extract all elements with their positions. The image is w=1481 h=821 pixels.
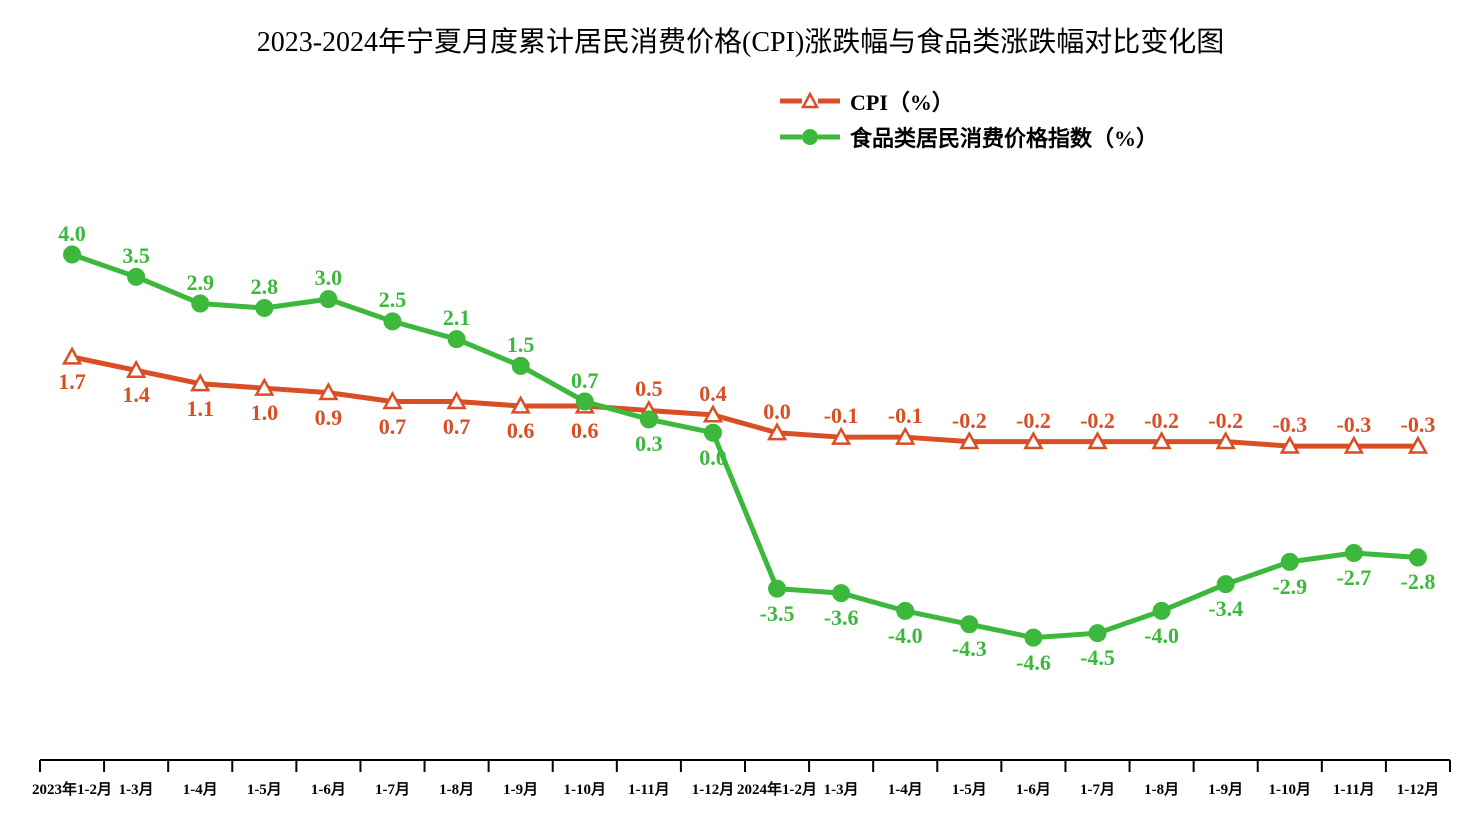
x-axis-label: 1-10月 bbox=[1269, 778, 1312, 799]
x-axis-label: 1-8月 bbox=[439, 778, 474, 799]
data-label: -4.5 bbox=[1080, 645, 1115, 671]
x-axis-label: 1-7月 bbox=[375, 778, 410, 799]
data-label: 0.7 bbox=[379, 414, 407, 440]
data-label: 2.1 bbox=[443, 305, 471, 331]
x-axis-label: 1-5月 bbox=[952, 778, 987, 799]
data-label: 1.7 bbox=[58, 369, 86, 395]
data-label: 3.5 bbox=[122, 243, 150, 269]
data-label: 2.9 bbox=[186, 270, 214, 296]
data-label: -2.9 bbox=[1272, 574, 1307, 600]
data-label: -2.8 bbox=[1401, 569, 1436, 595]
x-axis-label: 1-5月 bbox=[247, 778, 282, 799]
x-axis-label: 2024年1-2月 bbox=[737, 778, 817, 799]
data-label: -0.2 bbox=[1080, 408, 1115, 434]
data-label: 4.0 bbox=[58, 221, 86, 247]
x-axis-label: 1-10月 bbox=[564, 778, 607, 799]
data-label: -0.3 bbox=[1401, 412, 1436, 438]
data-label: -0.1 bbox=[888, 403, 923, 429]
x-axis-label: 1-11月 bbox=[628, 778, 670, 799]
data-label: 1.0 bbox=[251, 400, 279, 426]
data-label: -0.2 bbox=[1144, 408, 1179, 434]
data-label: -3.5 bbox=[760, 601, 795, 627]
data-label: 2.8 bbox=[251, 274, 279, 300]
data-label: 1.4 bbox=[122, 382, 150, 408]
data-label: -4.6 bbox=[1016, 650, 1051, 676]
data-label: -4.0 bbox=[888, 623, 923, 649]
x-axis-label: 1-4月 bbox=[183, 778, 218, 799]
x-axis-label: 1-9月 bbox=[503, 778, 538, 799]
data-label: 0.9 bbox=[315, 405, 343, 431]
data-label: 0.7 bbox=[443, 414, 471, 440]
x-axis-label: 1-4月 bbox=[888, 778, 923, 799]
data-label: 0.3 bbox=[635, 431, 663, 457]
data-label: 0.4 bbox=[699, 381, 727, 407]
data-label: 1.1 bbox=[186, 396, 214, 422]
data-label: -0.3 bbox=[1336, 412, 1371, 438]
x-axis-label: 1-7月 bbox=[1080, 778, 1115, 799]
data-label: 1.5 bbox=[507, 332, 535, 358]
chart-canvas bbox=[0, 0, 1481, 821]
x-axis-label: 1-3月 bbox=[119, 778, 154, 799]
data-label: -4.3 bbox=[952, 636, 987, 662]
x-axis-label: 1-9月 bbox=[1208, 778, 1243, 799]
data-label: -2.7 bbox=[1336, 565, 1371, 591]
x-axis-label: 1-12月 bbox=[1397, 778, 1440, 799]
x-axis-label: 1-12月 bbox=[692, 778, 735, 799]
data-label: 0.7 bbox=[571, 368, 599, 394]
data-label: 0.6 bbox=[571, 418, 599, 444]
data-label: 0.0 bbox=[763, 399, 791, 425]
data-label: 0.0 bbox=[699, 445, 727, 471]
data-label: -4.0 bbox=[1144, 623, 1179, 649]
data-label: 0.6 bbox=[507, 418, 535, 444]
data-label: -0.2 bbox=[952, 408, 987, 434]
x-axis-label: 1-6月 bbox=[1016, 778, 1051, 799]
x-axis-label: 2023年1-2月 bbox=[32, 778, 112, 799]
data-label: 0.5 bbox=[635, 376, 663, 402]
data-label: -0.1 bbox=[824, 403, 859, 429]
data-label: -3.6 bbox=[824, 605, 859, 631]
data-label: -0.2 bbox=[1208, 408, 1243, 434]
x-axis-label: 1-3月 bbox=[824, 778, 859, 799]
data-label: 2.5 bbox=[379, 287, 407, 313]
x-axis-label: 1-11月 bbox=[1333, 778, 1375, 799]
data-label: -0.3 bbox=[1272, 412, 1307, 438]
data-label: -0.2 bbox=[1016, 408, 1051, 434]
data-label: 3.0 bbox=[315, 265, 343, 291]
data-label: -3.4 bbox=[1208, 596, 1243, 622]
x-axis-label: 1-8月 bbox=[1144, 778, 1179, 799]
x-axis-label: 1-6月 bbox=[311, 778, 346, 799]
